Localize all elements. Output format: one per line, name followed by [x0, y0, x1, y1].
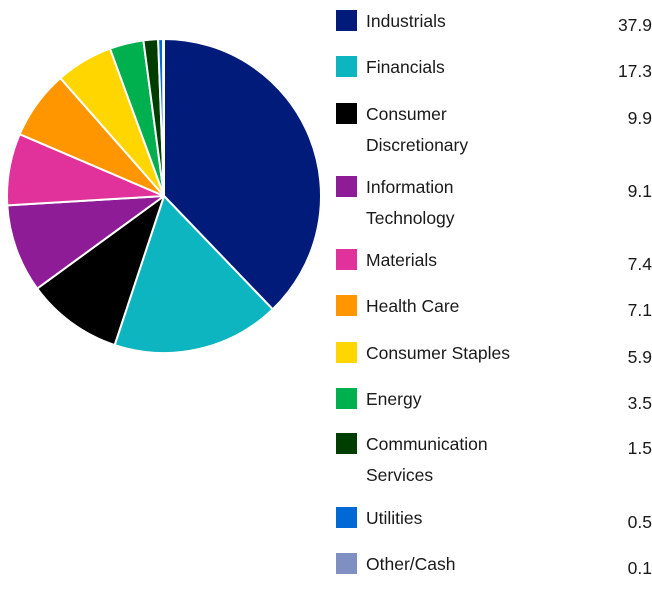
legend-swatch [336, 10, 357, 31]
legend-swatch [336, 295, 357, 316]
legend-value: 17.3 [617, 61, 652, 81]
legend-value: 9.1 [627, 181, 652, 201]
legend-item-financials: Financials 17.3 [336, 53, 652, 113]
legend-label: Other/Cash [366, 549, 566, 580]
legend-label-line: Communication [366, 434, 488, 454]
legend-item-energy: Energy 3.5 [336, 385, 652, 445]
legend-label-line: Materials [366, 250, 437, 270]
legend-label: Health Care [366, 291, 566, 322]
legend-label-line: Discretionary [366, 135, 469, 155]
legend-swatch [336, 507, 357, 528]
legend-label: Materials [366, 245, 566, 276]
legend-label-line: Information [366, 177, 454, 197]
legend-value: 1.5 [627, 438, 652, 458]
legend-value: 9.9 [627, 108, 652, 128]
legend-label: Financials [366, 52, 566, 83]
legend-label-line: Financials [366, 57, 445, 77]
legend-label-line: Industrials [366, 11, 446, 31]
legend-label: Communication Services [366, 429, 566, 491]
pie-slice-industrials [163, 38, 322, 311]
pie-slice-other-cash [162, 37, 165, 197]
legend-swatch [336, 342, 357, 363]
legend-swatch [336, 103, 357, 124]
legend-label-line: Technology [366, 208, 455, 228]
legend-item-materials: Materials 7.4 [336, 246, 652, 306]
legend-label: Energy [366, 384, 566, 415]
legend-value: 7.4 [627, 254, 652, 274]
legend-item-industrials: Industrials 37.9 [336, 7, 652, 67]
legend-value: 0.1 [627, 558, 652, 578]
legend-swatch [336, 249, 357, 270]
legend-swatch [336, 553, 357, 574]
legend-label: Industrials [366, 6, 566, 37]
pie-slice-consumer-discretionary [36, 195, 165, 347]
legend-label-line: Utilities [366, 508, 423, 528]
legend-item-utilities: Utilities 0.5 [336, 504, 652, 564]
legend-item-information-technology: Information Technology 9.1 [336, 173, 652, 233]
legend-label-line: Consumer [366, 104, 447, 124]
legend-swatch [336, 433, 357, 454]
pie-slice-information-technology [6, 195, 165, 290]
legend-label: Consumer Discretionary [366, 99, 566, 161]
legend-label-line: Consumer Staples [366, 343, 510, 363]
pie-chart [6, 37, 322, 355]
legend-swatch [336, 176, 357, 197]
legend-label-line: Energy [366, 389, 422, 409]
legend-swatch [336, 56, 357, 77]
legend-item-health-care: Health Care 7.1 [336, 292, 652, 352]
legend-item-consumer-staples: Consumer Staples 5.9 [336, 339, 652, 399]
pie-slice-financials [113, 195, 274, 355]
legend-swatch [336, 388, 357, 409]
legend-label-line: Services [366, 465, 434, 485]
legend-value: 5.9 [627, 347, 652, 367]
legend-value: 3.5 [627, 393, 652, 413]
legend-label: Utilities [366, 503, 566, 534]
legend-label-line: Health Care [366, 296, 460, 316]
legend-item-communication-services: Communication Services 1.5 [336, 430, 652, 490]
legend-value: 0.5 [627, 512, 652, 532]
legend-value: 37.9 [617, 15, 652, 35]
legend-label-line: Other/Cash [366, 554, 456, 574]
legend-item-other-cash: Other/Cash 0.1 [336, 550, 652, 610]
legend-value: 7.1 [627, 300, 652, 320]
legend-label: Information Technology [366, 172, 566, 234]
legend-label: Consumer Staples [366, 338, 566, 369]
legend-item-consumer-discretionary: Consumer Discretionary 9.9 [336, 100, 652, 160]
